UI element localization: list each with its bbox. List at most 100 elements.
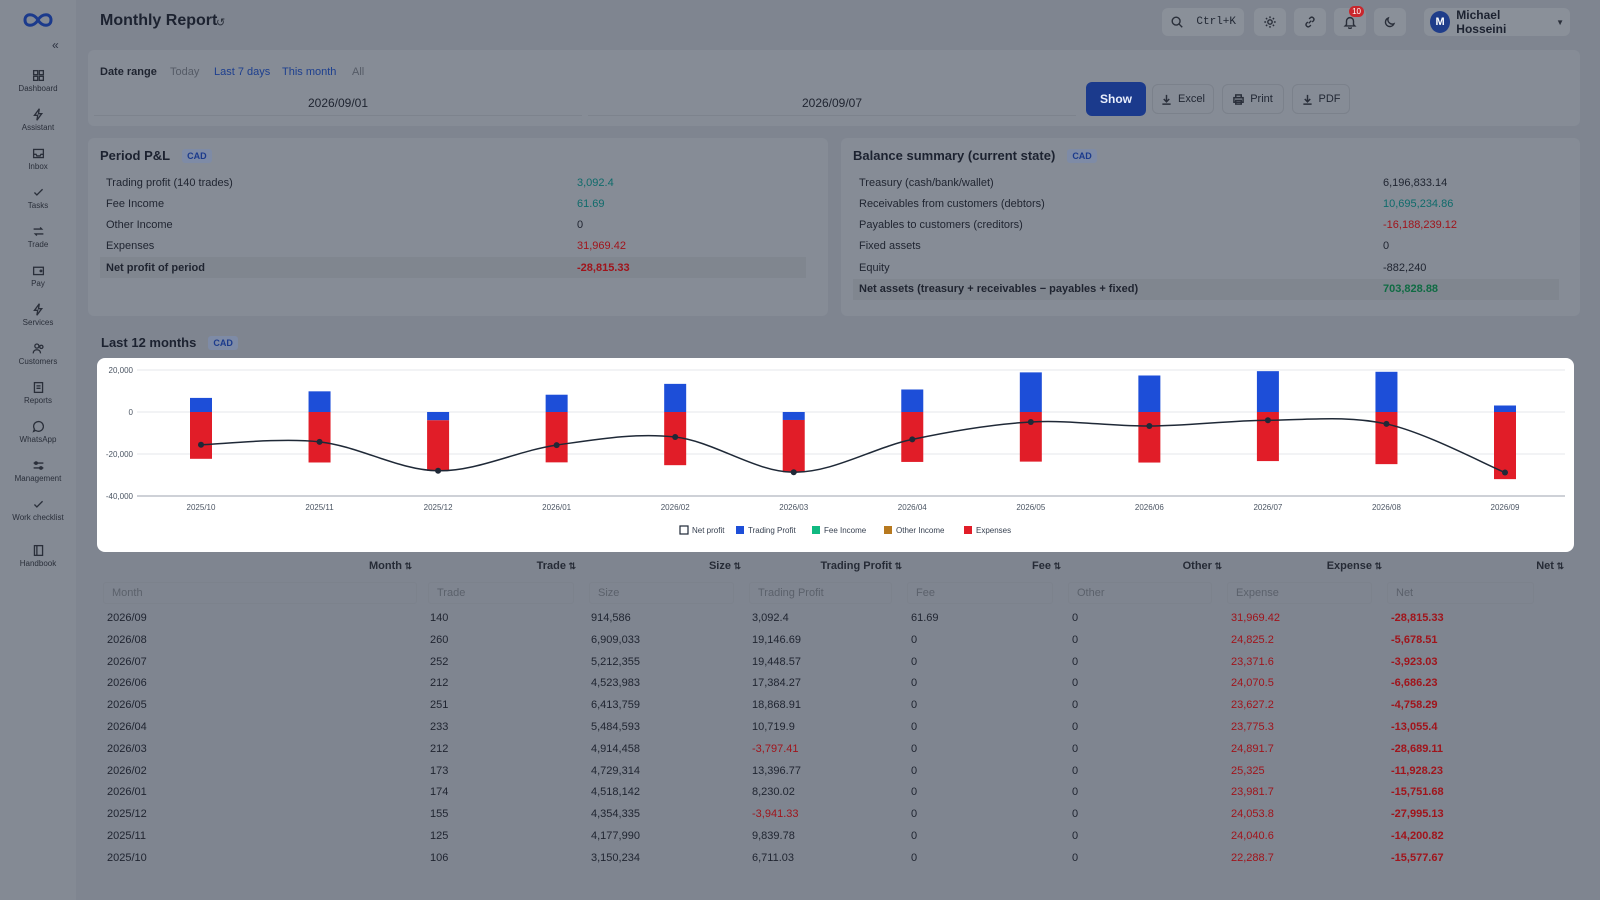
sidebar-item-customers[interactable]: Customers bbox=[0, 335, 76, 373]
period-pnl-title: Period P&L CAD bbox=[100, 148, 212, 163]
table-row[interactable]: 2026/07 252 5,212,355 19,448.57 0 0 23,371.6 -3… bbox=[100, 652, 1574, 674]
balance-row-label: Net assets (treasury + receivables − pay… bbox=[859, 283, 1139, 295]
legend-item[interactable]: Net profit bbox=[679, 525, 725, 535]
column-header[interactable]: Size ⇅ bbox=[709, 560, 741, 572]
column-header[interactable]: Month ⇅ bbox=[369, 560, 412, 572]
user-menu-button[interactable]: M Michael Hosseini ▼ bbox=[1424, 8, 1570, 36]
table-row[interactable]: 2026/01 174 4,518,142 8,230.02 0 0 23,981.7 -15… bbox=[100, 782, 1574, 804]
column-filter-input[interactable]: Other bbox=[1068, 582, 1212, 604]
date-option-all[interactable]: All bbox=[352, 66, 365, 78]
search-shortcut: Ctrl+K bbox=[1196, 16, 1236, 28]
table-row[interactable]: 2026/06 212 4,523,983 17,384.27 0 0 24,070.5 -6… bbox=[100, 673, 1574, 695]
sidebar-item-assistant[interactable]: Assistant bbox=[0, 101, 76, 139]
collapse-sidebar-button[interactable]: « bbox=[52, 38, 59, 52]
balance-row-label: Treasury (cash/bank/wallet) bbox=[859, 176, 994, 189]
table-cell: -11,928.23 bbox=[1391, 764, 1443, 777]
legend-item[interactable]: Trading Profit bbox=[736, 526, 797, 535]
end-date-field[interactable]: 2026/09/07 bbox=[588, 90, 1076, 116]
column-header[interactable]: Trading Profit ⇅ bbox=[820, 560, 902, 572]
column-header[interactable]: Other ⇅ bbox=[1183, 560, 1222, 572]
date-option-this-month[interactable]: This month bbox=[282, 66, 337, 78]
expenses-bar bbox=[190, 412, 212, 459]
show-button[interactable]: Show bbox=[1086, 82, 1146, 116]
column-header[interactable]: Net ⇅ bbox=[1536, 560, 1564, 572]
table-cell: -15,577.67 bbox=[1391, 851, 1444, 864]
pdf-button[interactable]: PDF bbox=[1292, 84, 1350, 114]
download-icon bbox=[1302, 94, 1312, 105]
table-row[interactable]: 2026/02 173 4,729,314 13,396.77 0 0 25,325 -11,… bbox=[100, 761, 1574, 783]
table-cell: 31,969.42 bbox=[1231, 612, 1280, 624]
theme-toggle-button[interactable] bbox=[1374, 8, 1406, 36]
sort-icon: ⇅ bbox=[401, 561, 412, 571]
table-row[interactable]: 2026/04 233 5,484,593 10,719.9 0 0 23,775.3 -13… bbox=[100, 717, 1574, 739]
search-button[interactable]: Ctrl+K bbox=[1162, 8, 1244, 36]
date-option-today[interactable]: Today bbox=[170, 66, 200, 78]
legend-item[interactable]: Other Income bbox=[884, 526, 945, 535]
trading-profit-bar bbox=[190, 397, 212, 412]
column-filter-input[interactable]: Net bbox=[1387, 582, 1534, 604]
y-tick-label: -40,000 bbox=[106, 492, 134, 501]
filter-placeholder: Other bbox=[1077, 587, 1105, 599]
infinity-logo-icon[interactable] bbox=[20, 10, 56, 30]
column-filter-input[interactable]: Fee bbox=[907, 582, 1053, 604]
table-cell: 233 bbox=[430, 721, 449, 733]
date-option-last-7-days[interactable]: Last 7 days bbox=[214, 66, 271, 78]
table-cell: -13,055.4 bbox=[1391, 721, 1438, 733]
table-cell: 24,891.7 bbox=[1231, 742, 1274, 755]
bell-icon bbox=[1343, 16, 1357, 29]
trading-profit-bar bbox=[1138, 375, 1161, 412]
table-cell: 0 bbox=[1072, 677, 1079, 690]
sidebar-item-trade[interactable]: Trade bbox=[0, 218, 76, 256]
check-icon bbox=[33, 188, 43, 196]
start-date-field[interactable]: 2026/09/01 bbox=[94, 90, 582, 116]
notifications-button[interactable]: 10 bbox=[1334, 6, 1366, 36]
table-cell: 0 bbox=[911, 786, 918, 799]
pnl-row: Net profit of period -28,815.33 bbox=[100, 257, 806, 279]
link-button[interactable] bbox=[1294, 8, 1326, 36]
column-filter-input[interactable]: Month bbox=[103, 582, 417, 604]
sidebar-item-label: Handbook bbox=[19, 559, 57, 568]
expenses-bar bbox=[1256, 412, 1279, 462]
balance-row-label: Equity bbox=[859, 261, 890, 274]
x-tick-label: 2025/11 bbox=[305, 503, 334, 512]
table-row[interactable]: 2026/05 251 6,413,759 18,868.91 0 0 23,627.2 -4… bbox=[100, 695, 1574, 717]
column-header[interactable]: Trade ⇅ bbox=[537, 560, 576, 572]
sliders-icon bbox=[33, 461, 43, 470]
sidebar-item-reports[interactable]: Reports bbox=[0, 374, 76, 412]
legend-item[interactable]: Fee Income bbox=[812, 526, 867, 535]
column-header[interactable]: Expense ⇅ bbox=[1327, 560, 1382, 572]
sidebar-item-label: Assistant bbox=[21, 123, 55, 132]
sidebar-item-services[interactable]: Services bbox=[0, 296, 76, 334]
sidebar-item-inbox[interactable]: Inbox bbox=[0, 140, 76, 178]
table-cell: -3,941.33 bbox=[752, 808, 799, 821]
table-row[interactable]: 2026/03 212 4,914,458 -3,797.41 0 0 24,891.7 -2… bbox=[100, 739, 1574, 761]
table-cell: 0 bbox=[1072, 655, 1079, 668]
print-button[interactable]: Print bbox=[1222, 84, 1284, 114]
table-cell: 18,868.91 bbox=[752, 699, 801, 712]
table-row[interactable]: 2025/10 106 3,150,234 6,711.03 0 0 22,288.7 -15… bbox=[100, 848, 1574, 870]
sidebar-item-management[interactable]: Management bbox=[0, 452, 76, 490]
dashboard-icon bbox=[32, 69, 44, 82]
sidebar-item-handbook[interactable]: Handbook bbox=[0, 537, 76, 575]
column-filter-input[interactable]: Trading Profit bbox=[749, 582, 892, 604]
excel-button[interactable]: Excel bbox=[1152, 84, 1214, 114]
table-row[interactable]: 2025/12 155 4,354,335 -3,941.33 0 0 24,053.8 -2… bbox=[100, 804, 1574, 826]
history-icon[interactable]: ↺ bbox=[216, 17, 226, 29]
column-filter-input[interactable]: Expense bbox=[1227, 582, 1372, 604]
sort-icon: ⇅ bbox=[1553, 561, 1564, 571]
sidebar-item-pay[interactable]: Pay bbox=[0, 257, 76, 295]
settings-button[interactable] bbox=[1254, 8, 1286, 36]
legend-item[interactable]: Expenses bbox=[964, 526, 1011, 535]
sidebar-item-tasks[interactable]: Tasks bbox=[0, 179, 76, 217]
column-header[interactable]: Fee ⇅ bbox=[1032, 560, 1061, 572]
column-filter-input[interactable]: Trade bbox=[428, 582, 574, 604]
table-row[interactable]: 2025/11 125 4,177,990 9,839.78 0 0 24,040.6 -14… bbox=[100, 826, 1574, 848]
sidebar-item-whatsapp[interactable]: WhatsApp bbox=[0, 413, 76, 451]
table-row[interactable]: 2026/08 260 6,909,033 19,146.69 0 0 24,825.2 -5… bbox=[100, 630, 1574, 652]
pnl-row-label: Expenses bbox=[106, 240, 155, 253]
sidebar-item-dashboard[interactable]: Dashboard bbox=[0, 62, 76, 100]
table-row[interactable]: 2026/09 140 914,586 3,092.4 61.69 0 31,969.42 -… bbox=[100, 608, 1574, 630]
sidebar-item-work-checklist[interactable]: Work checklist bbox=[0, 491, 76, 529]
trading-profit-bar bbox=[427, 412, 450, 421]
column-filter-input[interactable]: Size bbox=[589, 582, 734, 604]
